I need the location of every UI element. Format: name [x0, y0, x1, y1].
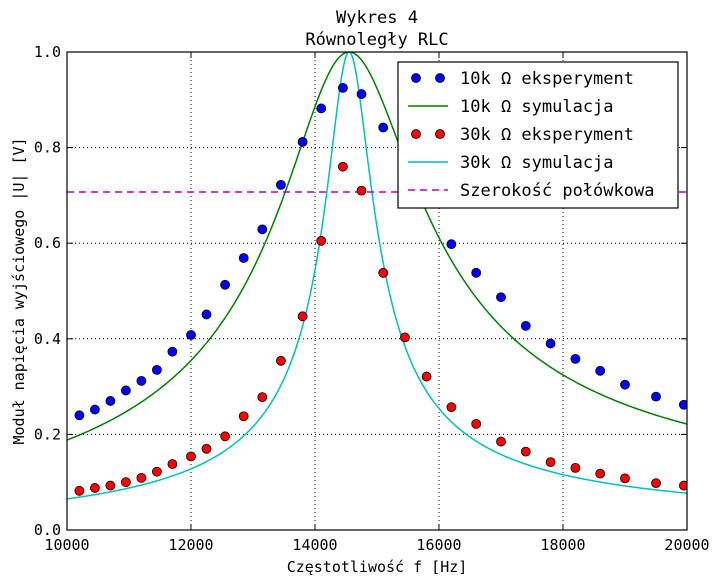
- series-0-point: [74, 410, 85, 421]
- legend-label: 30k Ω eksperyment: [460, 125, 634, 145]
- series-0-point: [121, 385, 131, 396]
- legend: 10k Ω eksperyment 10k Ω symulacja 30k Ω ek…: [397, 61, 679, 209]
- x-tick-label: 14000: [292, 536, 337, 554]
- series-0-point: [186, 330, 196, 340]
- series-0-point: [238, 253, 249, 263]
- legend-marker: [435, 129, 445, 139]
- legend-marker: [435, 73, 445, 83]
- series-0-point: [679, 399, 687, 410]
- series-2-point: [545, 457, 556, 468]
- series-2-point: [105, 480, 116, 491]
- series-0-point: [496, 292, 506, 303]
- legend-label: 10k Ω symulacja: [460, 97, 614, 117]
- series-2-point: [399, 332, 410, 343]
- series-2-point: [201, 443, 212, 454]
- series-2-point: [570, 462, 581, 473]
- series-2-point: [220, 431, 231, 442]
- series-2-point: [316, 235, 327, 246]
- legend-label: 30k Ω symulacja: [460, 153, 614, 173]
- series-0-point: [356, 89, 367, 99]
- series-2-point: [651, 478, 661, 489]
- series-2-point: [121, 477, 131, 488]
- series-2-point: [186, 451, 196, 462]
- series-0-point: [316, 103, 327, 114]
- plot-frame: [66, 51, 688, 531]
- series-2-point: [446, 402, 457, 413]
- series-2-point: [620, 473, 630, 484]
- series-0-point: [446, 239, 457, 250]
- legend-label: Szerokość połówkowa: [460, 181, 654, 201]
- legend-marker: [411, 73, 421, 83]
- axis-ticks: 10000 12000 14000 16000 18000 20000 0.0 0.2 0.4 0…: [34, 43, 710, 554]
- series-0-point: [337, 82, 348, 93]
- series-2-point: [595, 468, 606, 479]
- series-2-point: [337, 161, 348, 172]
- series-2-point: [520, 446, 531, 457]
- series-0-point: [297, 136, 308, 147]
- series-2-point: [238, 411, 249, 422]
- series-2-point: [74, 485, 85, 496]
- series-2-point: [90, 483, 100, 493]
- series-0-point: [136, 375, 147, 386]
- series-0-point: [201, 309, 212, 320]
- x-tick-label: 12000: [168, 536, 213, 554]
- series-0-point: [90, 404, 100, 415]
- y-tick-label: 1.0: [34, 43, 61, 61]
- series-0-point: [595, 365, 606, 376]
- y-tick-label: 0.4: [34, 330, 61, 348]
- series-2-point: [421, 371, 432, 382]
- series-0-point: [378, 122, 389, 133]
- chart-subtitle: Równoległy RLC: [305, 30, 448, 50]
- series-2-point: [679, 480, 687, 491]
- y-tick-label: 0.0: [34, 521, 61, 539]
- series-0-point: [620, 379, 630, 390]
- series-0-point: [651, 391, 661, 402]
- series-0-point: [167, 346, 178, 357]
- series-0-point: [220, 279, 231, 290]
- chart-title: Wykres 4: [336, 8, 418, 28]
- series-2-point: [275, 355, 286, 366]
- y-tick-label: 0.8: [34, 139, 61, 157]
- x-tick-label: 16000: [416, 536, 461, 554]
- y-tick-label: 0.6: [34, 234, 61, 252]
- series-2-point: [136, 472, 147, 483]
- series-2-point: [257, 392, 268, 403]
- series-0-point: [151, 364, 162, 375]
- x-tick-label: 20000: [664, 536, 709, 554]
- series-2-point: [471, 418, 482, 429]
- series-2-point: [151, 466, 162, 477]
- series-0-point: [257, 224, 268, 235]
- x-tick-label: 18000: [540, 536, 585, 554]
- legend-label: 10k Ω eksperyment: [460, 69, 634, 89]
- series-1-line: [67, 52, 687, 441]
- series-2-point: [496, 436, 506, 447]
- series-0-point: [545, 338, 556, 349]
- series-0-point: [471, 267, 482, 278]
- x-axis-label: Częstotliwość f [Hz]: [287, 558, 468, 576]
- series-0-point: [275, 179, 286, 190]
- x-tick-label: 10000: [44, 536, 89, 554]
- y-tick-label: 0.2: [34, 425, 61, 443]
- legend-marker: [411, 129, 421, 139]
- y-axis-label: Moduł napięcia wyjściowego |U| [V]: [10, 137, 28, 444]
- series-0-point: [570, 353, 581, 364]
- series-3-line: [67, 52, 687, 500]
- series-0-point: [520, 320, 531, 331]
- series-0-point: [105, 396, 116, 406]
- series-2-point: [297, 311, 308, 322]
- series-2-point: [356, 185, 367, 196]
- series-2-point: [167, 459, 178, 469]
- series-2-point: [378, 267, 389, 278]
